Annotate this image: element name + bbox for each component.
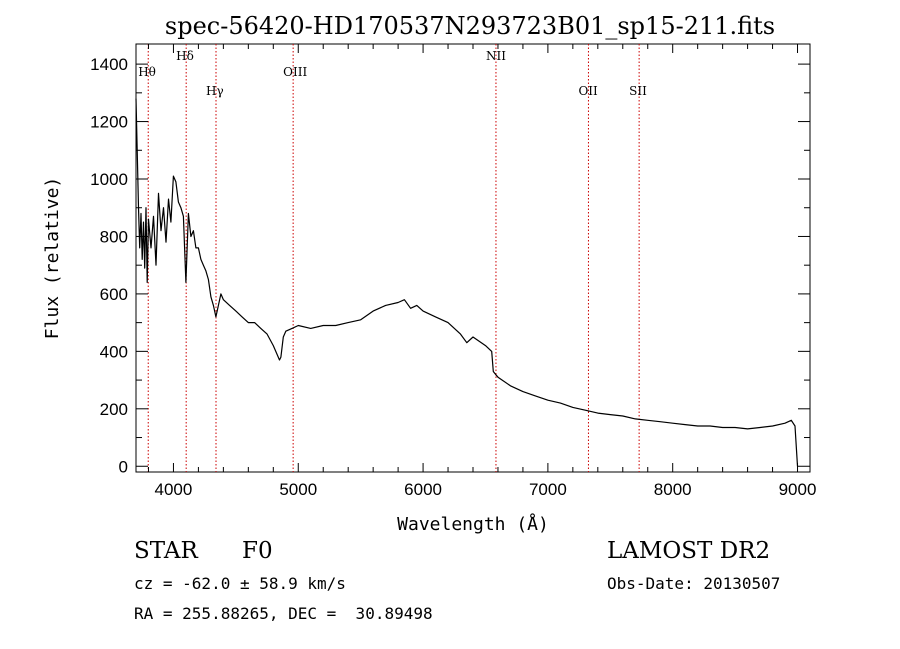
y-tick-label: 600 xyxy=(100,285,128,304)
line-marker-label: Hθ xyxy=(138,65,156,79)
object-subclass: F0 xyxy=(242,538,273,564)
x-tick-label: 5000 xyxy=(279,480,317,499)
x-axis-label: Wavelength (Å) xyxy=(397,513,549,535)
obs-date: Obs-Date: 20130507 xyxy=(607,574,781,593)
line-marker-label: OII xyxy=(578,84,598,98)
y-tick-label: 0 xyxy=(119,457,128,476)
spectrum-series xyxy=(135,98,799,467)
line-marker-label: Hδ xyxy=(176,49,194,63)
y-axis-label: Flux (relative) xyxy=(42,177,63,340)
line-marker-label: Hγ xyxy=(206,84,224,98)
line-marker-label: SII xyxy=(629,84,647,98)
y-tick-label: 1200 xyxy=(90,113,128,132)
y-tick-label: 400 xyxy=(100,342,128,361)
line-marker-label: OIII xyxy=(283,65,307,79)
coordinates: RA = 255.88265, DEC = 30.89498 xyxy=(134,604,433,623)
x-tick-label: 4000 xyxy=(155,480,193,499)
y-tick-label: 1000 xyxy=(90,170,128,189)
chart-title: spec-56420-HD170537N293723B01_sp15-211.f… xyxy=(165,12,775,40)
object-type: STAR xyxy=(134,538,198,564)
plot-frame xyxy=(135,43,811,473)
x-tick-label: 7000 xyxy=(529,480,567,499)
x-tick-label: 6000 xyxy=(404,480,442,499)
velocity-readout: cz = -62.0 ± 58.9 km/s xyxy=(134,574,346,593)
axis-ticks: 4000 5000 6000 7000 8000 9000 0 200 400 600 800 100… xyxy=(90,44,816,499)
line-marker-label: NII xyxy=(486,49,506,63)
y-tick-label: 200 xyxy=(100,400,128,419)
spectrum-line xyxy=(135,98,799,467)
y-tick-label: 800 xyxy=(100,227,128,246)
y-tick-label: 1400 xyxy=(90,55,128,74)
x-tick-label: 9000 xyxy=(779,480,817,499)
x-tick-label: 8000 xyxy=(654,480,692,499)
spectral-line-markers: Hθ Hδ Hγ OIII NII OII SII xyxy=(138,44,647,472)
survey-name: LAMOST DR2 xyxy=(607,538,771,564)
